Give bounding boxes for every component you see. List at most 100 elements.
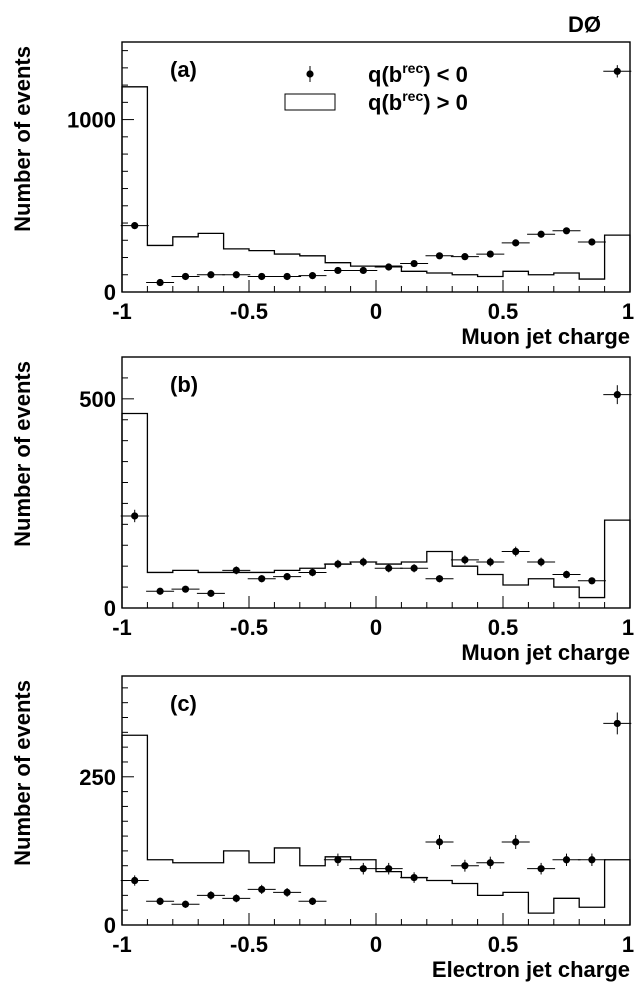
data-marker <box>461 556 469 564</box>
data-point <box>196 271 225 279</box>
data-point <box>400 259 429 268</box>
data-marker <box>537 230 545 238</box>
panel-3: -1 -0.5 0 0.5 1 0 250 Electron jet charge Number… <box>10 675 634 982</box>
data-marker <box>283 888 291 896</box>
x-axis-label: Muon jet charge <box>461 324 630 349</box>
experiment-label: DØ <box>568 12 601 37</box>
data-point <box>552 227 581 235</box>
data-marker <box>181 585 190 593</box>
legend: q(brec) < 0q(brec) > 0 <box>284 60 468 115</box>
data-point <box>552 853 581 867</box>
data-point <box>323 559 352 569</box>
x-tick-label: 0.5 <box>488 615 519 640</box>
histogram-line <box>121 86 631 292</box>
data-marker <box>334 266 342 275</box>
data-point <box>552 570 581 579</box>
data-marker <box>562 227 571 235</box>
data-point <box>476 557 505 567</box>
data-point <box>146 278 175 287</box>
data-point <box>577 853 606 867</box>
data-marker <box>613 719 621 728</box>
data-marker <box>410 259 418 268</box>
plot-frame <box>121 675 631 926</box>
data-marker <box>435 252 444 260</box>
data-marker <box>207 589 215 597</box>
data-point <box>222 894 251 903</box>
data-marker <box>181 900 190 908</box>
data-point <box>196 891 225 900</box>
data-point <box>603 385 632 405</box>
data-point <box>196 589 225 597</box>
data-marker <box>385 263 393 271</box>
data-marker <box>232 271 240 279</box>
x-tick-label: 0.5 <box>488 932 519 957</box>
data-marker <box>334 560 342 568</box>
data-marker <box>359 266 367 275</box>
data-marker <box>562 570 571 579</box>
x-tick-label: -1 <box>112 932 132 957</box>
data-marker <box>283 272 291 281</box>
data-point <box>450 253 479 261</box>
data-marker <box>588 238 596 246</box>
data-point <box>603 712 632 735</box>
data-point <box>146 897 175 906</box>
x-tick-label: -1 <box>112 615 132 640</box>
x-tick-label: 0.5 <box>488 299 519 324</box>
legend-points-label: q(brec) < 0 <box>368 60 468 87</box>
data-marker <box>308 897 317 905</box>
data-marker <box>410 873 418 882</box>
data-point <box>247 272 276 281</box>
data-point <box>120 509 149 523</box>
x-tick-label: 1 <box>622 615 634 640</box>
data-marker <box>410 564 418 572</box>
data-marker <box>537 865 545 873</box>
data-marker <box>258 272 266 281</box>
data-marker <box>461 253 469 261</box>
data-marker <box>435 575 444 583</box>
x-tick-label: 1 <box>622 299 634 324</box>
data-point <box>247 884 276 895</box>
data-marker <box>435 838 444 846</box>
data-marker <box>232 566 240 574</box>
data-marker <box>207 271 215 279</box>
x-tick-label: -0.5 <box>230 615 268 640</box>
data-marker <box>131 512 139 520</box>
y-tick-label: 0 <box>104 596 116 621</box>
legend-points-marker <box>306 70 314 78</box>
data-point <box>374 564 403 573</box>
data-marker <box>131 876 139 885</box>
x-tick-label: 0 <box>370 615 382 640</box>
data-point <box>298 568 327 577</box>
data-point <box>298 272 327 280</box>
data-point <box>171 900 200 908</box>
data-marker <box>359 865 367 873</box>
panel-label: (b) <box>170 372 198 397</box>
data-marker <box>613 67 621 75</box>
data-point <box>349 862 378 875</box>
data-point <box>222 566 251 575</box>
y-tick-label: 1000 <box>67 108 116 133</box>
data-marker <box>385 564 393 572</box>
data-point <box>476 856 505 869</box>
data-point <box>476 250 505 258</box>
data-point <box>450 555 479 565</box>
x-tick-label: 0 <box>370 299 382 324</box>
data-marker <box>562 856 571 864</box>
data-point <box>222 271 251 279</box>
data-point <box>527 230 556 238</box>
data-point <box>120 222 149 230</box>
data-point <box>273 573 302 581</box>
data-marker <box>283 573 291 581</box>
data-marker <box>512 838 520 846</box>
data-point <box>527 862 556 875</box>
data-marker <box>486 558 494 566</box>
data-point <box>450 859 479 872</box>
y-axis-label: Number of events <box>10 361 35 547</box>
data-point <box>298 897 327 906</box>
x-tick-label: -1 <box>112 299 132 324</box>
data-point <box>425 575 454 583</box>
data-point <box>247 575 276 583</box>
panel-2: -1 -0.5 0 0.5 1 0 500 Muon jet charge Number of … <box>10 356 634 665</box>
data-point <box>374 862 403 875</box>
panel-label: (c) <box>170 691 197 716</box>
